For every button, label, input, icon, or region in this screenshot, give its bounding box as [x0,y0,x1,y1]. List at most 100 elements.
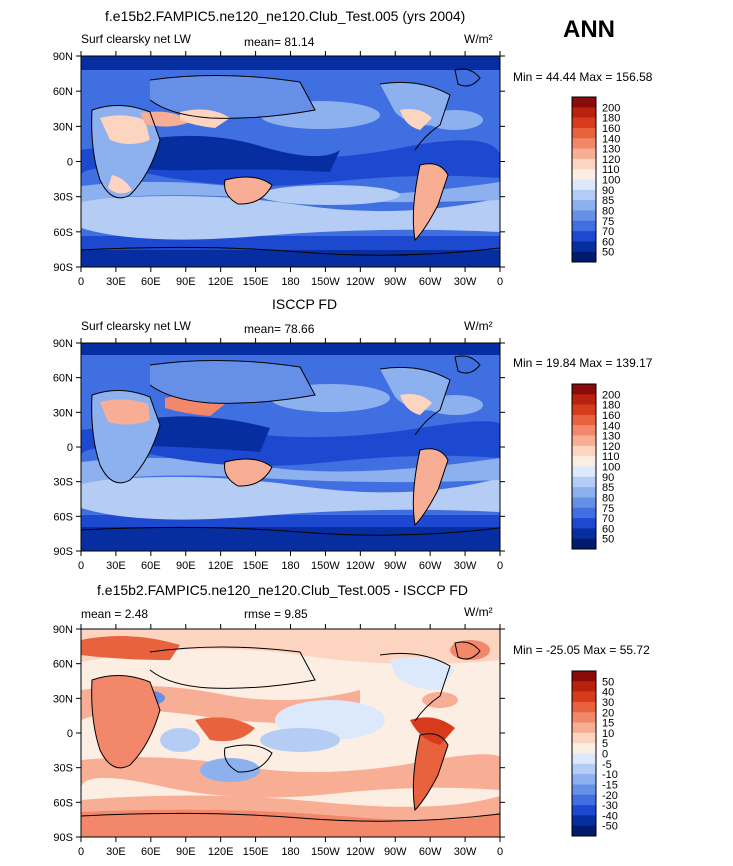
colorbar-label: 100 [602,175,620,187]
lon-label: 120E [208,276,234,288]
season-label: ANN [563,16,615,43]
lat-label: 90S [53,832,73,844]
colorbar-swatch [572,763,596,775]
lat-label: 60N [53,373,73,385]
colorbar-label: 100 [602,462,620,474]
colorbar-label: -50 [602,821,618,833]
colorbar-label: 85 [602,195,614,207]
colorbar-swatch [572,251,596,263]
colorbar-label: 160 [602,410,620,422]
panel1-left-label: Surf clearsky net LW [81,32,191,46]
lat-label: 30N [53,693,73,705]
lon-label: 150W [311,560,340,572]
lon-label: 60W [419,846,442,858]
colorbar-label: 180 [602,113,620,125]
lat-label: 30S [53,763,73,775]
colorbar-label: 40 [602,687,614,699]
lon-label: 0 [497,560,503,572]
colorbar-label: 120 [602,154,620,166]
colorbar-swatch [572,394,596,405]
panel3-rmse: rmse = 9.85 [244,607,308,621]
lat-label: 60S [53,511,73,523]
colorbar-swatch [572,701,596,713]
lat-label: 90N [53,338,73,350]
colorbar-swatch [572,231,596,242]
lon-label: 150E [243,846,269,858]
lon-label: 30E [106,560,126,572]
colorbar-swatch [572,538,596,550]
colorbar-label: 75 [602,216,614,228]
colorbar-swatch [572,476,596,488]
colorbar-label: 70 [602,513,614,525]
colorbar-swatch [572,743,596,754]
lon-label: 90E [176,560,196,572]
panel2-left-label: Surf clearsky net LW [81,319,191,333]
colorbar-label: 50 [602,676,614,688]
colorbar-swatch [572,805,596,816]
lat-label: 30S [53,192,73,204]
colorbar-swatch [572,712,596,723]
lon-label: 30E [106,276,126,288]
colorbar-swatch [572,497,596,509]
colorbar-label: 80 [602,492,614,504]
lon-label: 30W [454,560,477,572]
panel3-title: f.e15b2.FAMPIC5.ne120_ne120.Club_Test.00… [97,582,468,598]
lon-label: 180 [281,276,299,288]
lon-label: 30W [454,276,477,288]
lon-label: 150W [311,846,340,858]
colorbar-label: 110 [602,451,620,463]
colorbar-swatch [572,815,596,826]
lon-label: 0 [497,846,503,858]
colorbar-swatch [572,404,596,416]
colorbar-label: 200 [602,389,620,401]
colorbar-swatch [572,691,596,703]
colorbar-label: -40 [602,810,618,822]
colorbar-swatch [572,384,596,395]
lat-label: 60N [53,86,73,98]
lat-label: 90S [53,262,73,274]
colorbar-swatch [572,117,596,129]
colorbar-frame [571,96,597,263]
lon-label: 60E [141,560,161,572]
colorbar-label: 60 [602,523,614,535]
panel1-mean: mean= 81.14 [244,35,315,49]
panel1-units: W/m² [464,32,493,46]
colorbar-label: 50 [602,534,614,546]
lat-label: 90N [53,51,73,63]
colorbar-swatch [572,241,596,252]
colorbar-frame [571,670,597,837]
lon-label: 30E [106,846,126,858]
colorbars-group: 2001801601401301201101009085807570605020… [571,96,620,837]
lon-label: 120W [346,560,375,572]
colorbar-label: 140 [602,133,620,145]
colorbar-label: -10 [602,769,618,781]
colorbar-swatch [572,487,596,498]
colorbar-swatch [572,107,596,118]
colorbar-label: 80 [602,205,614,217]
colorbar-swatch [572,127,596,139]
colorbar-label: 85 [602,482,614,494]
lon-label: 90E [176,846,196,858]
colorbar-swatch [572,158,596,170]
colorbar-label: -20 [602,790,618,802]
colorbar-swatch [572,210,596,222]
colorbar-swatch [572,518,596,529]
lon-label: 60W [419,560,442,572]
colorbar-label: 130 [602,431,620,443]
lon-label: 30W [454,846,477,858]
panel2-units: W/m² [464,319,493,333]
lon-label: 90W [384,846,407,858]
colorbar-label: 180 [602,400,620,412]
panel1-title: f.e15b2.FAMPIC5.ne120_ne120.Club_Test.00… [105,8,466,24]
colorbar-swatch [572,169,596,180]
panel3-mean: mean = 2.48 [81,607,149,621]
colorbar-swatch [572,732,596,744]
colorbar-label: 140 [602,420,620,432]
colorbar-label: 90 [602,472,614,484]
colorbar-label: 70 [602,226,614,238]
colorbar-swatch [572,425,596,436]
panel1-minmax: Min = 44.44 Max = 156.58 [513,70,653,84]
lon-label: 0 [78,560,84,572]
colorbar-swatch [572,671,596,682]
